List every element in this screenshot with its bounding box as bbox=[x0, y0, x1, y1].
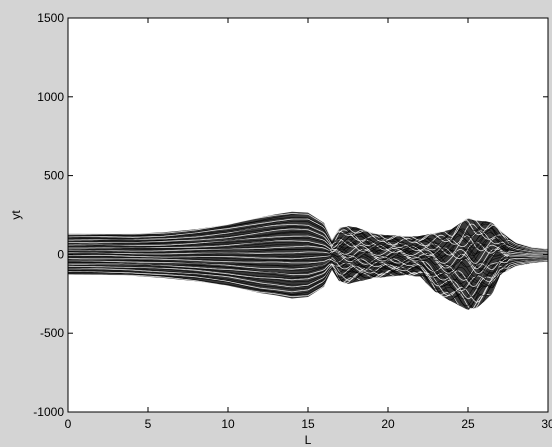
x-tick-label: 15 bbox=[301, 417, 315, 431]
series-line bbox=[67, 241, 549, 261]
series-line bbox=[68, 213, 549, 250]
series-line bbox=[68, 260, 549, 309]
y-axis-label: yt bbox=[9, 210, 23, 220]
y-tick-label: 1000 bbox=[37, 90, 64, 104]
series-line bbox=[68, 248, 548, 272]
series-line bbox=[68, 242, 549, 262]
series-line bbox=[68, 223, 549, 252]
y-tick-label: 500 bbox=[44, 169, 64, 183]
series-line bbox=[68, 250, 548, 275]
series-line bbox=[68, 232, 549, 254]
series-line bbox=[68, 259, 549, 298]
series-line bbox=[67, 248, 548, 270]
x-tick-label: 20 bbox=[381, 417, 395, 431]
series-line bbox=[67, 236, 549, 257]
y-tick-label: 0 bbox=[57, 247, 64, 261]
series-line bbox=[68, 225, 549, 252]
axis-ticks: 0 5 10 15 20 25 30 1500 1000 500 0 -500 -1000 bbox=[33, 11, 552, 431]
series-line bbox=[68, 218, 549, 251]
series-line bbox=[68, 226, 549, 252]
series-line bbox=[67, 235, 549, 256]
series-line bbox=[67, 258, 549, 300]
series-line bbox=[68, 258, 549, 300]
series-line bbox=[68, 228, 549, 252]
x-tick-label: 25 bbox=[461, 417, 475, 431]
series-line bbox=[68, 238, 549, 258]
x-tick-label: 0 bbox=[65, 417, 72, 431]
axes-frame bbox=[67, 17, 549, 413]
series-line bbox=[67, 255, 549, 283]
y-tick-label: 1500 bbox=[37, 11, 64, 25]
y-tick-label: -1000 bbox=[33, 405, 64, 419]
series-line bbox=[68, 259, 549, 303]
series-line bbox=[67, 246, 549, 268]
series-line bbox=[67, 257, 549, 290]
x-tick-label: 30 bbox=[541, 417, 552, 431]
series-line bbox=[68, 260, 549, 310]
data-series bbox=[67, 211, 549, 310]
series-line bbox=[68, 256, 549, 288]
x-tick-label: 10 bbox=[221, 417, 235, 431]
series-line bbox=[67, 253, 548, 278]
x-axis-label: L bbox=[305, 433, 312, 447]
series-line bbox=[68, 219, 549, 251]
y-tick-label: -500 bbox=[40, 326, 64, 340]
x-tick-label: 5 bbox=[145, 417, 152, 431]
series-line bbox=[68, 248, 548, 273]
series-line bbox=[68, 259, 549, 309]
series-line bbox=[68, 221, 549, 251]
series-line bbox=[68, 258, 549, 292]
